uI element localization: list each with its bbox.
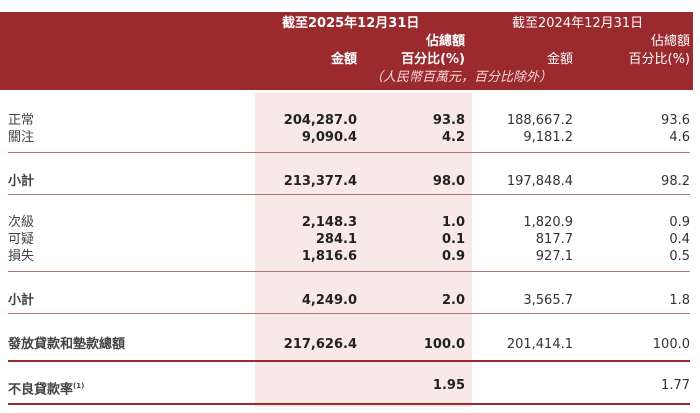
row-label: 發放貸款和墊款總額	[8, 337, 126, 352]
amount-2024: 1,820.9	[523, 215, 573, 230]
pct-2024: 98.2	[661, 174, 690, 189]
amount-header-2025: 金額	[330, 52, 357, 67]
unit-note: （人民幣百萬元，百分比除外）	[370, 70, 553, 85]
amount-2025: 4,249.0	[301, 293, 357, 308]
pct-2025: 4.2	[441, 130, 465, 145]
row-label: 損失	[8, 249, 35, 264]
row-divider	[8, 271, 690, 272]
pct-2024: 4.6	[669, 130, 690, 145]
row-label: 關注	[8, 130, 35, 145]
pct-2025: 1.95	[432, 378, 465, 393]
amount-2024: 188,667.2	[506, 113, 573, 128]
period-2024: 截至2024年12月31日	[512, 16, 644, 31]
row-label: 小計	[8, 293, 35, 308]
amount-header-2024: 金額	[546, 52, 573, 67]
pct-header-2024-l2: 百分比(%)	[628, 52, 691, 67]
row-label: 不良貸款率	[8, 382, 74, 398]
amount-2025: 204,287.0	[283, 113, 357, 128]
amount-2024: 927.1	[535, 249, 573, 264]
pct-2024: 100.0	[652, 337, 690, 352]
amount-2024: 201,414.1	[506, 337, 573, 352]
row-label: 小計	[8, 174, 35, 189]
amount-2025: 2,148.3	[301, 215, 357, 230]
table-header	[0, 12, 693, 90]
row-label: 可疑	[8, 232, 35, 247]
period-2025: 截至2025年12月31日	[282, 16, 420, 31]
pct-2025: 1.0	[441, 215, 465, 230]
footnote-marker: (1)	[73, 382, 85, 390]
amount-2024: 3,565.7	[523, 293, 573, 308]
amount-2025: 213,377.4	[283, 174, 357, 189]
pct-2024: 0.4	[669, 232, 690, 247]
pct-2025: 0.9	[441, 249, 465, 264]
amount-2024: 817.7	[535, 232, 573, 247]
row-divider-thick	[8, 403, 690, 405]
amount-2025: 9,090.4	[301, 130, 357, 145]
row-divider	[8, 313, 690, 314]
row-divider	[8, 194, 690, 195]
pct-2025: 100.0	[423, 337, 465, 352]
pct-header-2024-l1: 佔總額	[650, 34, 690, 49]
row-label: 正常	[8, 113, 35, 128]
amount-2025: 1,816.6	[301, 249, 357, 264]
pct-2024: 93.6	[661, 113, 690, 128]
pct-2025: 0.1	[441, 232, 465, 247]
current-year-highlight	[255, 93, 472, 407]
amount-2025: 217,626.4	[283, 337, 357, 352]
pct-header-2025-l1: 佔總額	[425, 34, 465, 49]
amount-2024: 9,181.2	[523, 130, 573, 145]
pct-2024: 1.8	[669, 293, 690, 308]
pct-2024: 0.5	[669, 249, 690, 264]
pct-2024: 0.9	[669, 215, 690, 230]
pct-2025: 98.0	[432, 174, 465, 189]
pct-2024: 1.77	[661, 378, 690, 393]
pct-2025: 93.8	[432, 113, 465, 128]
row-divider	[8, 152, 690, 153]
row-divider-thick	[8, 360, 690, 362]
pct-header-2025-l2: 百分比(%)	[401, 52, 465, 67]
amount-2024: 197,848.4	[506, 174, 573, 189]
row-label: 次級	[8, 215, 35, 230]
amount-2025: 284.1	[315, 232, 357, 247]
pct-2025: 2.0	[441, 293, 465, 308]
